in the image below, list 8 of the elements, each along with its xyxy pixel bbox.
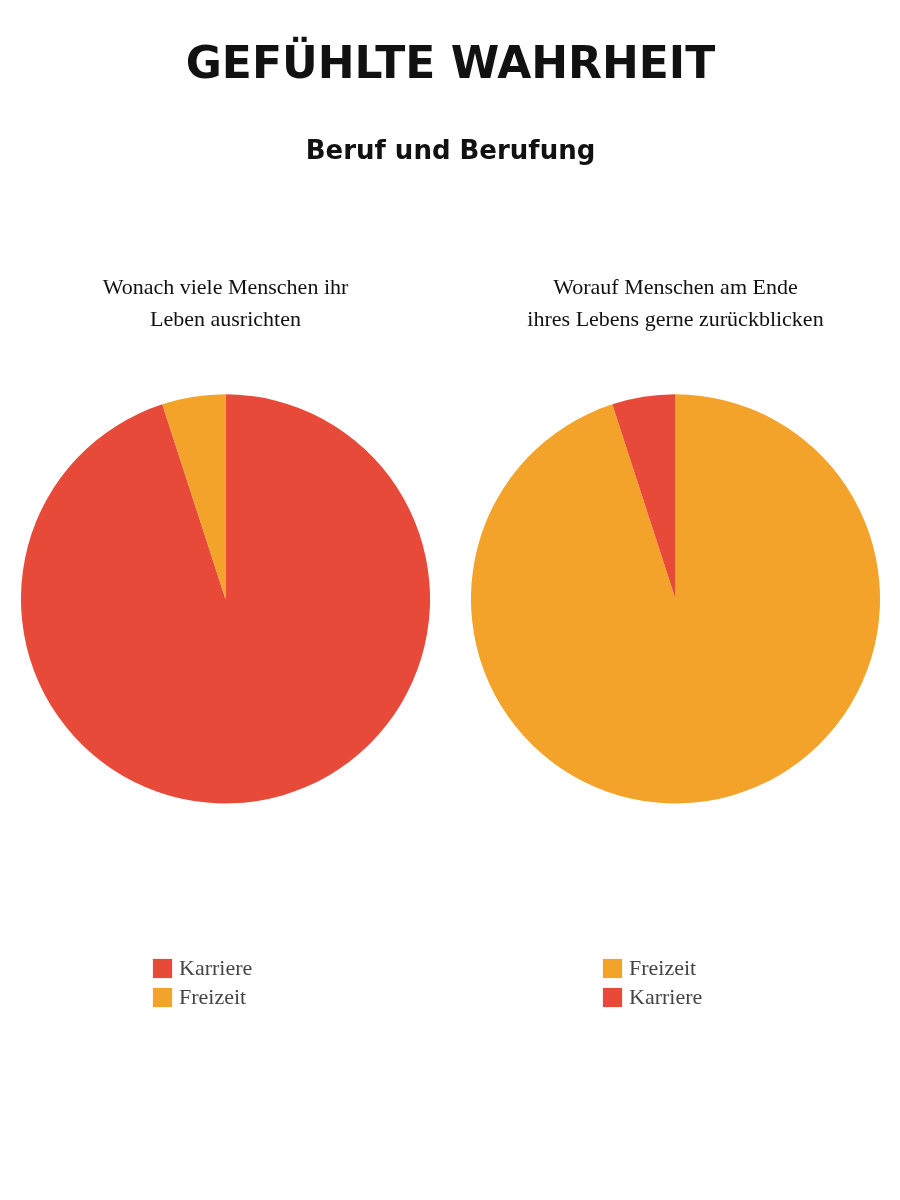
text: Beruf und Berufung — [305, 135, 596, 166]
chart-title: Worauf Menschen am Ende ihres Lebens gerne zurückblicken — [527, 273, 824, 332]
chart-title: Wonach viele Menschen ihr Leben ausrichten — [102, 273, 349, 332]
legend-label: Freizeit — [629, 955, 697, 981]
legend-label: Freizeit — [179, 984, 247, 1010]
legend-label: Karriere — [629, 984, 703, 1010]
text: GEFÜHLTE WAHRHEIT — [185, 35, 716, 88]
legend-label: Karriere — [179, 955, 253, 981]
